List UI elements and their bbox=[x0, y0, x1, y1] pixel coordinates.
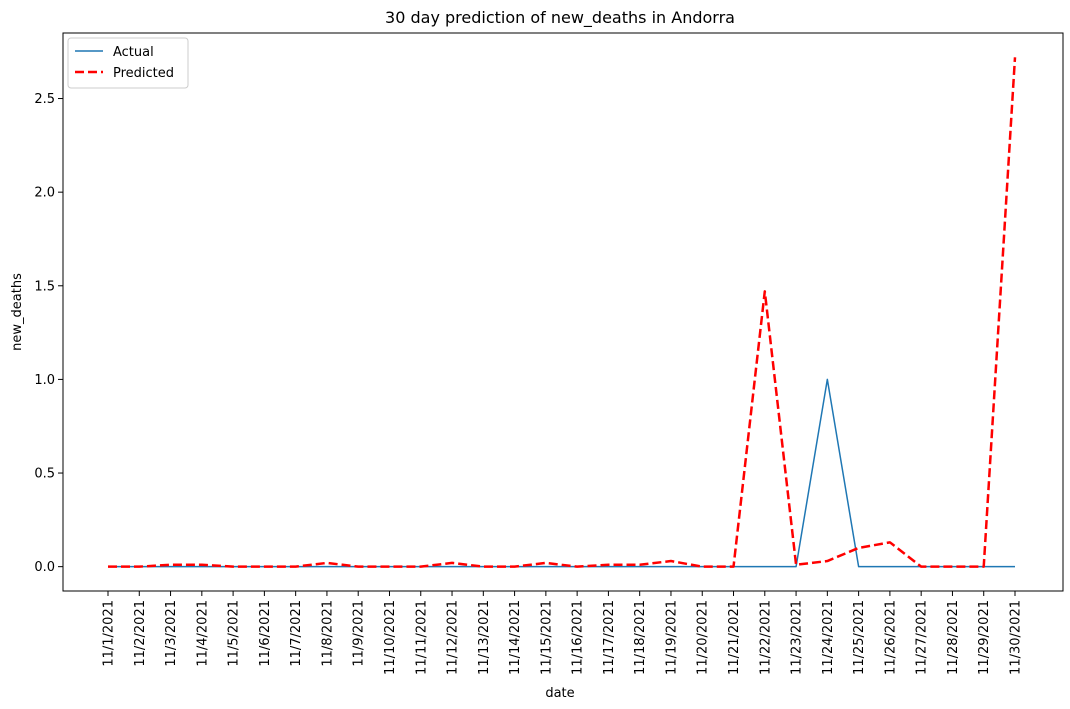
x-tick-label: 11/20/2021 bbox=[696, 600, 711, 675]
x-tick-label: 11/5/2021 bbox=[227, 600, 242, 667]
x-tick-label: 11/23/2021 bbox=[790, 600, 805, 675]
x-tick-label: 11/13/2021 bbox=[477, 600, 492, 675]
x-tick-label: 11/4/2021 bbox=[195, 600, 210, 667]
x-tick-label: 11/8/2021 bbox=[320, 600, 335, 667]
plot-area bbox=[62, 32, 1064, 592]
x-tick-label: 11/22/2021 bbox=[758, 600, 773, 675]
x-tick-label: 11/26/2021 bbox=[883, 600, 898, 675]
chart-title: 30 day prediction of new_deaths in Andor… bbox=[385, 8, 735, 28]
x-tick-label: 11/17/2021 bbox=[602, 600, 617, 675]
x-tick-label: 11/21/2021 bbox=[727, 600, 742, 675]
x-tick-label: 11/15/2021 bbox=[539, 600, 554, 675]
x-tick-label: 11/28/2021 bbox=[946, 600, 961, 675]
x-tick-label: 11/12/2021 bbox=[446, 600, 461, 675]
series-line-actual bbox=[108, 378, 1015, 568]
y-tick-label: 2.5 bbox=[34, 92, 55, 107]
y-tick-label: 2.0 bbox=[34, 186, 55, 201]
y-tick-label: 1.5 bbox=[34, 279, 55, 294]
x-axis: 11/1/2021 11/2/2021 11/3/2021 11/4/2021 11/5… bbox=[102, 591, 1024, 675]
x-tick-label: 11/30/2021 bbox=[1009, 600, 1024, 675]
legend-label-predicted: Predicted bbox=[113, 66, 174, 81]
x-axis-title: date bbox=[545, 686, 574, 701]
x-tick-label: 11/3/2021 bbox=[164, 600, 179, 667]
legend: Actual Predicted bbox=[67, 37, 189, 89]
x-tick-label: 11/29/2021 bbox=[977, 600, 992, 675]
x-tick-label: 11/11/2021 bbox=[414, 600, 429, 675]
series-layer bbox=[108, 57, 1017, 568]
x-tick-label: 11/25/2021 bbox=[852, 600, 867, 675]
x-tick-label: 11/14/2021 bbox=[508, 600, 523, 675]
x-tick-label: 11/2/2021 bbox=[133, 600, 148, 667]
x-tick-label: 11/1/2021 bbox=[102, 600, 117, 667]
x-tick-label: 11/16/2021 bbox=[571, 600, 586, 675]
y-axis-title: new_deaths bbox=[10, 273, 25, 351]
y-tick-label: 0.5 bbox=[34, 467, 55, 482]
x-tick-label: 11/6/2021 bbox=[258, 600, 273, 667]
series-line-predicted bbox=[108, 57, 1017, 568]
x-tick-label: 11/19/2021 bbox=[664, 600, 679, 675]
y-axis: 0.0 0.5 1.0 1.5 2.0 2.5 bbox=[34, 92, 63, 575]
x-tick-label: 11/10/2021 bbox=[383, 600, 398, 675]
x-tick-label: 11/9/2021 bbox=[352, 600, 367, 667]
y-tick-label: 0.0 bbox=[34, 560, 55, 575]
x-tick-label: 11/18/2021 bbox=[633, 600, 648, 675]
x-tick-label: 11/24/2021 bbox=[821, 600, 836, 675]
x-tick-label: 11/27/2021 bbox=[915, 600, 930, 675]
x-tick-label: 11/7/2021 bbox=[289, 600, 304, 667]
y-tick-label: 1.0 bbox=[34, 373, 55, 388]
legend-label-actual: Actual bbox=[113, 45, 154, 60]
